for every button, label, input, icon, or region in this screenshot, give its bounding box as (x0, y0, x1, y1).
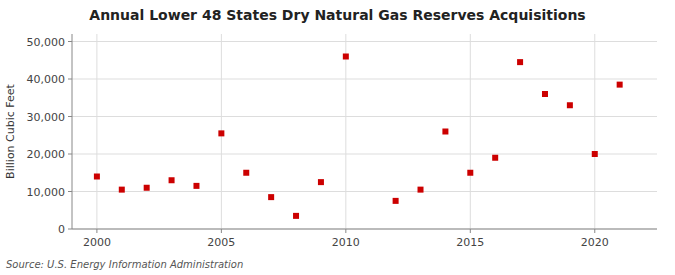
point (393, 198, 399, 204)
point (542, 91, 548, 97)
y-tick-label: 20,000 (27, 148, 66, 161)
point (617, 82, 623, 88)
point (169, 177, 175, 183)
y-tick (68, 154, 72, 155)
y-grid-line (72, 154, 657, 155)
point (94, 174, 100, 180)
point (343, 54, 349, 60)
point (517, 59, 523, 65)
x-tick (345, 229, 346, 233)
y-grid-line (72, 191, 657, 192)
y-tick-label: 30,000 (27, 111, 66, 124)
chart-svg: 2000 2005 2010 2015 2020 0 10,000 20,000 30,000 4… (0, 0, 675, 275)
x-tick (221, 229, 222, 233)
x-grid-line (96, 34, 97, 229)
x-tick (470, 229, 471, 233)
y-tick-label: 40,000 (27, 73, 66, 86)
point (467, 170, 473, 176)
point (592, 151, 598, 157)
y-tick (68, 79, 72, 80)
x-tick (96, 229, 97, 233)
y-tick-label: 50,000 (27, 36, 66, 49)
x-tick-label: 2005 (207, 236, 235, 249)
y-tick (68, 191, 72, 192)
point (193, 183, 199, 189)
point (492, 155, 498, 161)
points (94, 54, 623, 219)
y-tick-label: 10,000 (27, 186, 66, 199)
point (243, 170, 249, 176)
point (268, 194, 274, 200)
x-grid-line (594, 34, 595, 229)
y-grid-line (72, 41, 657, 42)
y-tick-label: 0 (58, 223, 65, 236)
x-grid-line (470, 34, 471, 229)
y-tick (68, 116, 72, 117)
point (318, 179, 324, 185)
x-grid-line (345, 34, 346, 229)
point (144, 185, 150, 191)
source-note: Source: U.S. Energy Information Administ… (6, 259, 243, 270)
point (293, 213, 299, 219)
y-grid-line (72, 229, 657, 230)
grid (72, 34, 657, 229)
x-tick (594, 229, 595, 233)
point (218, 130, 224, 136)
x-tick-label: 2000 (83, 236, 111, 249)
x-tick-label: 2010 (332, 236, 360, 249)
title: Annual Lower 48 States Dry Natural Gas R… (89, 7, 585, 23)
y-axis-label: Billion Cubic Feet (4, 83, 17, 178)
point (442, 129, 448, 135)
point (418, 187, 424, 193)
x-tick-label: 2020 (581, 236, 609, 249)
y-axis-line (72, 34, 73, 229)
y-grid-line (72, 116, 657, 117)
point (119, 187, 125, 193)
x-tick-label: 2015 (456, 236, 484, 249)
point (567, 102, 573, 108)
y-tick (68, 41, 72, 42)
x-axis-line (72, 229, 657, 230)
chart-container: 2000 2005 2010 2015 2020 0 10,000 20,000 30,000 4… (0, 0, 675, 275)
y-grid-line (72, 79, 657, 80)
y-tick (68, 229, 72, 230)
